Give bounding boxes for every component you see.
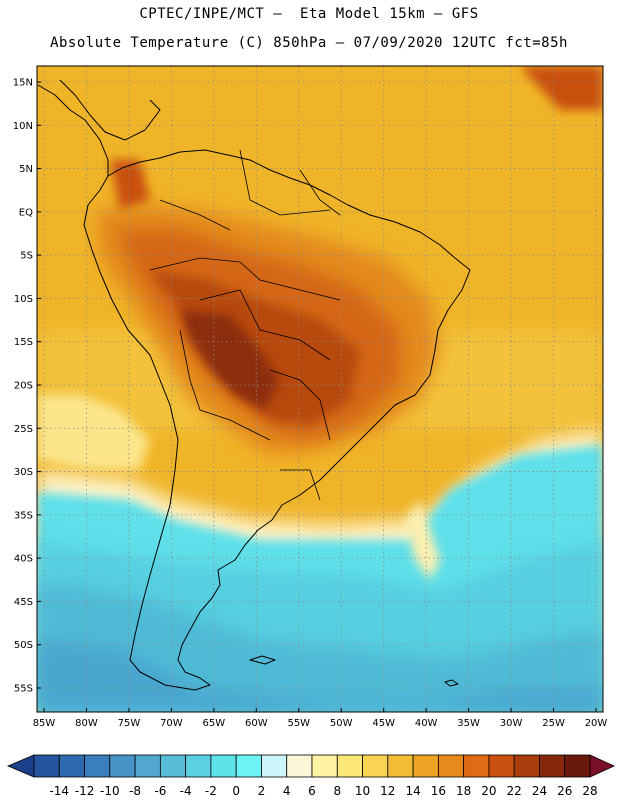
lon-tick-label: 55W (287, 718, 310, 729)
colorbar-tick-label: -8 (129, 784, 141, 798)
colorbar-swatch (159, 754, 187, 778)
temperature-field (37, 66, 603, 712)
lon-tick-label: 50W (330, 718, 353, 729)
lon-tick-label: 65W (203, 718, 226, 729)
colorbar-swatch (311, 754, 338, 778)
colorbar-tick-label: 12 (380, 784, 395, 798)
falklands-coastline (249, 655, 276, 665)
colorbar-over-arrow (589, 754, 615, 778)
colorbar-tick-label: 26 (557, 784, 572, 798)
colorbar-tick-label: -6 (154, 784, 166, 798)
colorbar-tick-label: 24 (532, 784, 547, 798)
colorbar-tick-label: 22 (507, 784, 522, 798)
colorbar-swatch (185, 754, 212, 778)
colorbar-tick-label: 2 (258, 784, 266, 798)
colorbar-swatch (539, 754, 566, 778)
colorbar-swatch (463, 754, 490, 778)
lon-tick-label: 30W (500, 718, 523, 729)
colorbar-tick-label: -10 (100, 784, 120, 798)
latitude-labels: 15N 10N 5N EQ 5S 10S 15S 20S 25S 30S 35S 40S 45S 50S 5… (13, 78, 41, 695)
colorbar-tick-label: 10 (355, 784, 370, 798)
lon-tick-label: 75W (118, 718, 141, 729)
lat-tick-label: 20S (14, 381, 33, 392)
central-america-coastline (37, 79, 161, 176)
colorbar-swatch (261, 754, 288, 778)
colorbar-swatch (235, 754, 262, 778)
lon-tick-label: 25W (542, 718, 565, 729)
colorbar-swatch (109, 754, 136, 778)
lon-tick-label: 60W (245, 718, 268, 729)
colorbar-tick-label: 14 (405, 784, 420, 798)
colorbar-tick-labels: -14 -12 -10 -8 -6 -4 -2 0 2 4 6 8 10 12 14 16 18 20 22 24 26… (49, 784, 597, 798)
lat-tick-label: 40S (14, 554, 33, 565)
coastlines (37, 79, 471, 691)
lat-tick-label: 10N (13, 121, 33, 132)
lat-tick-label: 15S (14, 337, 33, 348)
lat-tick-label: 50S (14, 640, 33, 651)
colorbar-swatch (513, 754, 540, 778)
colorbar-swatch (336, 754, 363, 778)
lat-tick-label: 15N (13, 78, 33, 89)
colorbar-tick-label: -14 (49, 784, 69, 798)
colorbar-tick-label: 20 (481, 784, 496, 798)
lat-tick-label: 5N (19, 164, 33, 175)
lat-tick-label: 25S (14, 424, 33, 435)
lat-tick-label: 55S (14, 684, 33, 695)
lon-tick-label: 40W (415, 718, 438, 729)
lon-tick-label: 70W (160, 718, 183, 729)
colorbar-swatch (286, 754, 313, 778)
colorbar-tick-label: 18 (456, 784, 471, 798)
colorbar-swatch (58, 754, 85, 778)
colorbar-tick-label: -4 (180, 784, 192, 798)
lon-tick-label: 45W (372, 718, 395, 729)
lon-tick-label: 20W (585, 718, 608, 729)
south-georgia-coastline (444, 679, 459, 687)
lat-tick-label: 30S (14, 467, 33, 478)
country-borders (149, 149, 341, 501)
lat-tick-label: 45S (14, 597, 33, 608)
colorbar-swatch (437, 754, 465, 778)
map-frame (36, 65, 604, 713)
lon-tick-label: 85W (33, 718, 56, 729)
colorbar-under-arrow (6, 754, 35, 778)
colorbar-swatch (362, 754, 389, 778)
colorbar-tick-label: 16 (431, 784, 446, 798)
lon-tick-label: 80W (75, 718, 98, 729)
colorbar-tick-label: -2 (205, 784, 217, 798)
longitude-labels: 85W 80W 75W 70W 65W 60W 55W 50W 45W 40W 35W 30W 25W 2… (33, 708, 608, 729)
colorbar-swatch (387, 754, 414, 778)
lat-tick-label: 5S (20, 251, 33, 262)
colorbar-tick-label: 8 (333, 784, 341, 798)
lat-tick-label: EQ (19, 207, 33, 218)
lon-tick-label: 35W (457, 718, 480, 729)
south-america-coastline (83, 149, 471, 691)
colorbar (6, 754, 615, 778)
colorbar-swatch (412, 754, 439, 778)
colorbar-swatch (210, 754, 237, 778)
colorbar-swatch (488, 754, 515, 778)
lat-tick-label: 35S (14, 510, 33, 521)
header-title-line1: CPTEC/INPE/MCT – Eta Model 15km – GFS (139, 6, 479, 22)
colorbar-swatch (564, 754, 591, 778)
colorbar-swatch (134, 754, 161, 778)
lat-tick-label: 10S (14, 294, 33, 305)
colorbar-tick-label: 0 (232, 784, 240, 798)
header-title-line2: Absolute Temperature (C) 850hPa – 07/09/… (50, 35, 568, 51)
colorbar-tick-label: -12 (75, 784, 95, 798)
colorbar-tick-label: 6 (308, 784, 316, 798)
colorbar-swatch (33, 754, 60, 778)
colorbar-tick-label: 28 (582, 784, 597, 798)
colorbar-swatch (84, 754, 111, 778)
colorbar-tick-label: 4 (283, 784, 291, 798)
